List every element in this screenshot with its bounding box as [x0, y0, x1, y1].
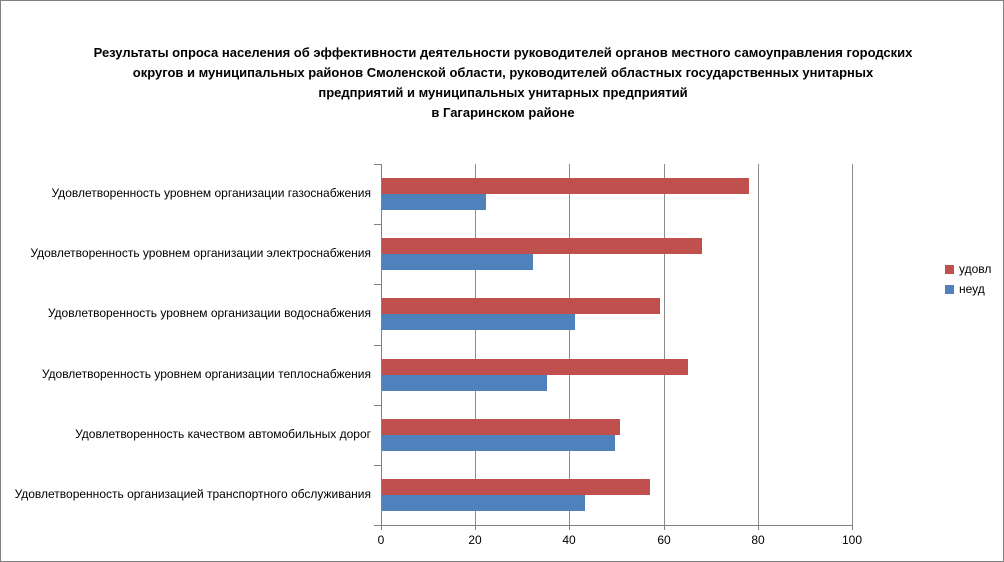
x-axis-tick [475, 525, 476, 530]
category-label: Удовлетворенность качеством автомобильны… [75, 427, 371, 441]
bar-удовл [382, 298, 660, 314]
legend: удовл неуд [945, 262, 991, 302]
legend-label: удовл [959, 262, 992, 276]
plot-area [374, 164, 853, 526]
y-axis-tick [374, 345, 381, 346]
gridline-60 [664, 164, 665, 525]
x-axis-tick-label: 80 [751, 533, 765, 547]
category-label: Удовлетворенность уровнем организации га… [51, 186, 372, 200]
bar-неуд [382, 435, 615, 451]
x-axis-tick-label: 100 [841, 533, 863, 547]
chart-title: Результаты опроса населения об эффективн… [83, 43, 923, 123]
x-axis-tick [664, 525, 665, 530]
bar-неуд [382, 254, 533, 270]
x-axis-tick [381, 525, 382, 530]
x-axis-line [381, 525, 853, 526]
x-axis-tick-label: 20 [468, 533, 482, 547]
chart-title-line: в Гагаринском районе [431, 105, 575, 120]
x-axis-tick-label: 40 [562, 533, 576, 547]
bar-неуд [382, 495, 585, 511]
legend-swatch-удовл [945, 264, 954, 274]
y-axis-tick [374, 224, 381, 225]
legend-label: неуд [959, 282, 985, 296]
bar-неуд [382, 375, 547, 391]
y-axis-tick [374, 405, 381, 406]
chart-title-line: предприятий и муниципальных унитарных пр… [318, 85, 688, 100]
bar-удовл [382, 178, 749, 194]
gridline-80 [758, 164, 759, 525]
bar-неуд [382, 194, 486, 210]
x-axis-tick-label: 60 [657, 533, 671, 547]
x-axis-tick [569, 525, 570, 530]
bar-удовл [382, 419, 620, 435]
x-axis-tick [758, 525, 759, 530]
y-axis-tick [374, 525, 381, 526]
x-axis-tick [852, 525, 853, 530]
bar-неуд [382, 314, 575, 330]
category-label: Удовлетворенность уровнем организации эл… [30, 246, 371, 260]
gridline-100 [852, 164, 853, 525]
chart-title-line: Результаты опроса населения об эффективн… [93, 45, 913, 60]
category-label: Удовлетворенность уровнем организации во… [47, 306, 371, 320]
y-axis-tick [374, 284, 381, 285]
y-axis-tick [374, 164, 381, 165]
chart-title-line: округов и муниципальных районов Смоленск… [132, 65, 874, 80]
legend-item: неуд [945, 282, 991, 296]
bar-удовл [382, 238, 702, 254]
y-axis-line [381, 164, 382, 525]
gridline-40 [569, 164, 570, 525]
y-axis-tick [374, 465, 381, 466]
bar-удовл [382, 359, 688, 375]
legend-swatch-неуд [945, 284, 954, 294]
legend-item: удовл [945, 262, 991, 276]
gridline-20 [475, 164, 476, 525]
category-label: Удовлетворенность уровнем организации те… [41, 367, 371, 381]
category-label: Удовлетворенность организацией транспорт… [14, 487, 371, 501]
x-axis-tick-label: 0 [377, 533, 385, 547]
bar-удовл [382, 479, 650, 495]
